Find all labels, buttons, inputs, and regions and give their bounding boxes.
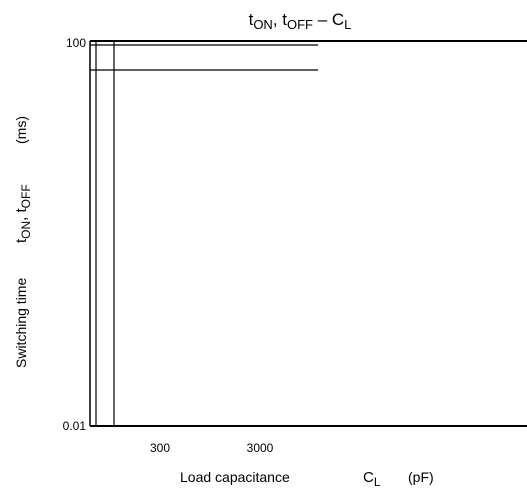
y-axis-symbol: tON, tOFF [13,184,33,243]
x-axis-symbol: CL [363,469,381,489]
y-axis-unit: (ms) [13,116,29,144]
y-tick-label-100: 100 [66,36,86,50]
x-axis-unit: (pF) [408,469,434,485]
title-sub-l: L [344,17,351,32]
chart-title: tON, tOFF – CL [249,10,352,32]
series-group [90,44,318,71]
y-tick-label-0.01: 0.01 [63,419,87,433]
title-t: t [249,10,254,29]
x-tick-label-3000: 3000 [247,441,274,455]
y-axis-symbol-sub-on: ON [19,221,33,239]
y-axis-label: Switching time [13,278,29,368]
title-dash: – C [313,10,344,29]
title-sep: , t [273,10,287,29]
x-axis-symbol-c: C [363,469,374,486]
y-axis-symbol-t: t [13,238,30,243]
x-tick-label-300: 300 [150,441,170,455]
y-axis-symbol-sep: , t [13,207,30,220]
x-axis-symbol-sub: L [374,475,381,489]
y-axis-label-group: Switching time tON, tOFF (ms) [13,116,33,368]
x-axis-label: Load capacitance [180,469,290,485]
title-sub-on: ON [253,17,273,32]
y-axis-symbol-sub-off: OFF [19,184,33,208]
title-sub-off: OFF [287,17,313,32]
